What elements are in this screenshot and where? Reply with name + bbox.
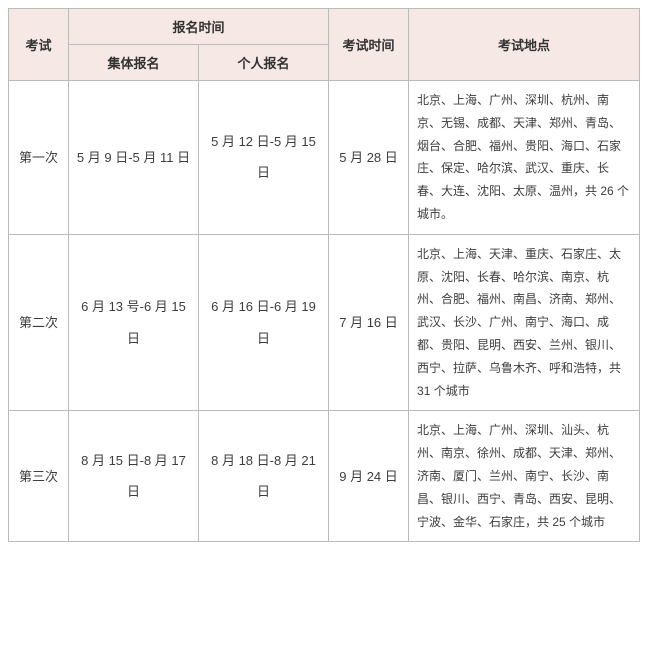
table-row: 第二次 6 月 13 号-6 月 15 日 6 月 16 日-6 月 19 日 … [9,234,640,411]
cell-exam: 第三次 [9,411,69,542]
exam-schedule-table: 考试 报名时间 考试时间 考试地点 集体报名 个人报名 第一次 5 月 9 日-… [8,8,640,542]
cell-cities: 北京、上海、天津、重庆、石家庄、太原、沈阳、长春、哈尔滨、南京、杭州、合肥、福州… [409,234,640,411]
cell-individual-reg: 5 月 12 日-5 月 15 日 [199,81,329,235]
header-exam-time: 考试时间 [329,9,409,81]
cell-group-reg: 6 月 13 号-6 月 15 日 [69,234,199,411]
cell-cities: 北京、上海、广州、深圳、汕头、杭州、南京、徐州、成都、天津、郑州、济南、厦门、兰… [409,411,640,542]
header-row-1: 考试 报名时间 考试时间 考试地点 [9,9,640,45]
cell-exam: 第二次 [9,234,69,411]
header-individual-reg: 个人报名 [199,45,329,81]
cell-cities: 北京、上海、广州、深圳、杭州、南京、无锡、成都、天津、郑州、青岛、烟台、合肥、福… [409,81,640,235]
cell-group-reg: 8 月 15 日-8 月 17 日 [69,411,199,542]
header-registration-time: 报名时间 [69,9,329,45]
cell-exam-time: 7 月 16 日 [329,234,409,411]
cell-exam: 第一次 [9,81,69,235]
header-group-reg: 集体报名 [69,45,199,81]
cell-individual-reg: 8 月 18 日-8 月 21 日 [199,411,329,542]
cell-group-reg: 5 月 9 日-5 月 11 日 [69,81,199,235]
table-row: 第一次 5 月 9 日-5 月 11 日 5 月 12 日-5 月 15 日 5… [9,81,640,235]
table-body: 第一次 5 月 9 日-5 月 11 日 5 月 12 日-5 月 15 日 5… [9,81,640,542]
cell-exam-time: 5 月 28 日 [329,81,409,235]
header-exam: 考试 [9,9,69,81]
cell-exam-time: 9 月 24 日 [329,411,409,542]
cell-individual-reg: 6 月 16 日-6 月 19 日 [199,234,329,411]
table-row: 第三次 8 月 15 日-8 月 17 日 8 月 18 日-8 月 21 日 … [9,411,640,542]
header-exam-location: 考试地点 [409,9,640,81]
